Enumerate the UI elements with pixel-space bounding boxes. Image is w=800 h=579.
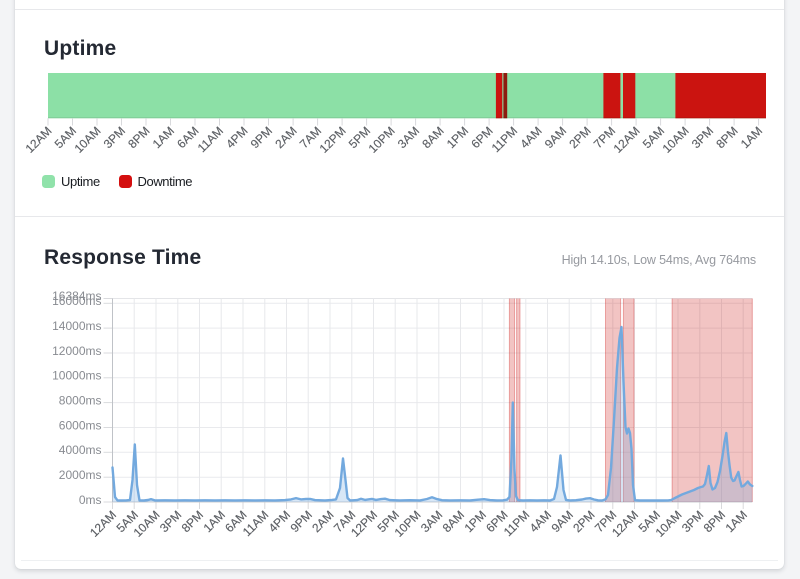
svg-text:4AM: 4AM — [527, 508, 554, 535]
svg-text:3PM: 3PM — [689, 124, 716, 151]
svg-text:9AM: 9AM — [542, 124, 569, 151]
svg-text:14000ms: 14000ms — [52, 319, 101, 333]
svg-text:8AM: 8AM — [440, 508, 467, 535]
svg-text:16000ms: 16000ms — [52, 294, 101, 308]
svg-text:6000ms: 6000ms — [59, 418, 102, 432]
svg-text:1PM: 1PM — [444, 124, 471, 151]
svg-text:3AM: 3AM — [418, 508, 445, 535]
svg-text:12AM: 12AM — [23, 124, 55, 156]
svg-text:2AM: 2AM — [272, 124, 299, 151]
svg-text:12PM: 12PM — [317, 124, 349, 156]
svg-text:10AM: 10AM — [660, 124, 692, 156]
svg-text:4AM: 4AM — [517, 124, 544, 151]
svg-text:11PM: 11PM — [489, 124, 520, 155]
svg-text:8000ms: 8000ms — [59, 393, 102, 407]
svg-text:8PM: 8PM — [701, 508, 728, 535]
svg-text:8PM: 8PM — [179, 508, 206, 535]
svg-text:12000ms: 12000ms — [52, 344, 101, 358]
svg-text:8AM: 8AM — [419, 124, 446, 151]
svg-text:4PM: 4PM — [266, 508, 293, 535]
svg-text:9PM: 9PM — [288, 508, 315, 535]
svg-text:2PM: 2PM — [566, 124, 593, 151]
svg-text:3AM: 3AM — [395, 124, 422, 151]
svg-text:2PM: 2PM — [570, 508, 597, 535]
svg-text:12AM: 12AM — [611, 124, 643, 156]
svg-text:4000ms: 4000ms — [59, 443, 102, 457]
svg-text:8PM: 8PM — [713, 124, 740, 151]
svg-text:10000ms: 10000ms — [52, 369, 101, 383]
svg-text:3PM: 3PM — [679, 508, 706, 535]
svg-text:11AM: 11AM — [195, 124, 226, 155]
svg-text:1AM: 1AM — [150, 124, 177, 151]
svg-text:10AM: 10AM — [72, 124, 104, 156]
svg-text:16384ms: 16384ms — [52, 289, 101, 303]
svg-text:1AM: 1AM — [201, 508, 228, 535]
svg-text:3PM: 3PM — [101, 124, 128, 151]
svg-text:8PM: 8PM — [125, 124, 152, 151]
svg-text:3PM: 3PM — [157, 508, 184, 535]
svg-text:9AM: 9AM — [549, 508, 576, 535]
svg-text:2AM: 2AM — [309, 508, 336, 535]
svg-text:1PM: 1PM — [462, 508, 489, 535]
svg-text:2000ms: 2000ms — [59, 468, 102, 482]
svg-text:1AM: 1AM — [738, 124, 765, 151]
svg-text:0ms: 0ms — [79, 493, 102, 507]
svg-text:1AM: 1AM — [723, 508, 750, 535]
svg-text:9PM: 9PM — [248, 124, 275, 151]
svg-text:10PM: 10PM — [366, 124, 398, 156]
svg-text:4PM: 4PM — [223, 124, 250, 151]
